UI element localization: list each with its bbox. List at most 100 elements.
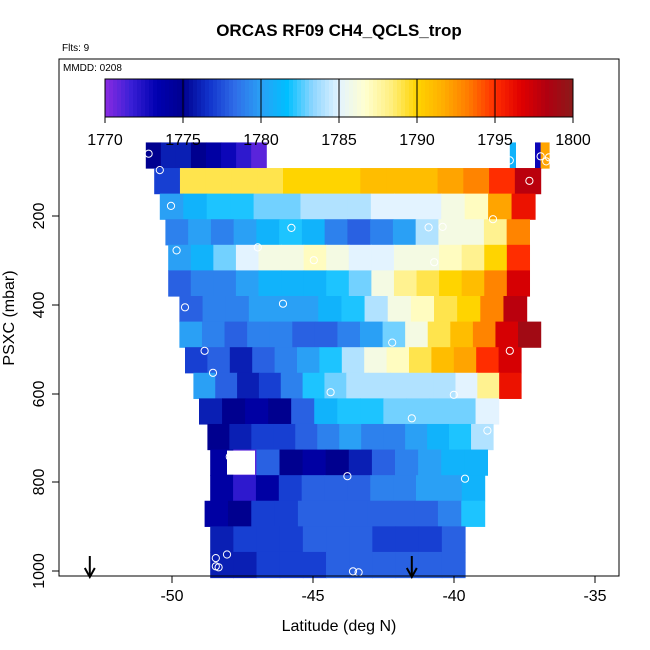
heatmap-cell (503, 296, 528, 323)
heatmap (145, 142, 550, 579)
colorbar-strip (553, 79, 558, 117)
colorbar-strip (521, 79, 526, 117)
heatmap-cell (256, 551, 281, 579)
colorbar-strip (561, 79, 566, 117)
data-point (208, 368, 218, 377)
heatmap-cell (506, 219, 530, 246)
data-point (287, 223, 296, 232)
heatmap-cell (368, 372, 391, 399)
heatmap-cell (461, 244, 485, 271)
colorbar-strip (305, 79, 310, 117)
colorbar-strip (245, 79, 250, 117)
data-point (211, 554, 220, 563)
colorbar-strip (165, 79, 170, 117)
heatmap-cell (258, 372, 282, 399)
colorbar-strip (441, 79, 446, 117)
colorbar-strip (517, 79, 522, 117)
heatmap-cell (165, 219, 189, 246)
heatmap-cell (495, 321, 519, 348)
heatmap-cell (416, 475, 440, 502)
heatmap-cell (437, 500, 462, 527)
heatmap-cell (258, 244, 282, 271)
heatmap-cell (269, 321, 293, 348)
colorbar-strip (529, 79, 534, 117)
heatmap-cell (410, 296, 435, 323)
colorbar-strip (173, 79, 178, 117)
heatmap-cell (273, 423, 296, 451)
heatmap-cell (314, 321, 339, 348)
heatmap-cell (347, 219, 371, 246)
heatmap-cell (360, 398, 384, 425)
colorbar-tick-label: 1770 (87, 132, 123, 149)
data-point (542, 157, 551, 166)
colorbar-strip (349, 79, 354, 117)
heatmap-cell (233, 526, 258, 553)
heatmap-cell (441, 551, 466, 579)
heatmap-cell (348, 270, 372, 297)
x-tick-label: -50 (160, 588, 183, 605)
y-axis-label: PSXC (mbar) (1, 270, 18, 365)
colorbar-strip (193, 79, 198, 117)
heatmap-cell (349, 551, 373, 579)
y-tick-label: 200 (31, 203, 48, 230)
heatmap-cell (364, 347, 388, 374)
colorbar-strip (397, 79, 402, 117)
heatmap-cell (418, 551, 443, 579)
colorbar-strip (265, 79, 270, 117)
heatmap-cell (360, 168, 387, 195)
heatmap-cell (339, 423, 362, 451)
colorbar-strip (469, 79, 474, 117)
colorbar-strip (465, 79, 470, 117)
colorbar-strip (301, 79, 306, 117)
heatmap-cell (185, 347, 208, 374)
data-point (155, 166, 164, 175)
heatmap-cell (279, 219, 303, 246)
colorbar-strip (333, 79, 338, 117)
heatmap-cell (202, 296, 227, 323)
heatmap-cell (179, 168, 207, 195)
heatmap-cell (477, 372, 500, 399)
y-tick-label: 600 (31, 381, 48, 408)
heatmap-cell (314, 398, 338, 425)
heatmap-cell (190, 142, 207, 169)
heatmap-cell (434, 296, 458, 323)
heatmap-cell (475, 398, 500, 425)
colorbar-strip (133, 79, 138, 117)
heatmap-cell (321, 500, 346, 527)
heatmap-cell (308, 168, 336, 195)
colorbar-strip (137, 79, 142, 117)
data-point (200, 346, 209, 355)
colorbar-strip (565, 79, 570, 117)
data-point (144, 149, 153, 158)
arrow-marker (83, 556, 96, 580)
heatmap-cell (476, 347, 500, 374)
heatmap-cell (383, 423, 406, 451)
colorbar-tick-label: 1790 (399, 132, 435, 149)
colorbar-strip (217, 79, 222, 117)
heatmap-cell (427, 321, 451, 348)
colorbar-strip (541, 79, 546, 117)
heatmap-cell (145, 142, 162, 169)
heatmap-cell (257, 168, 284, 195)
data-point (536, 152, 545, 161)
colorbar-strip (125, 79, 130, 117)
colorbar-tick-label: 1795 (477, 132, 513, 149)
colorbar-strip (113, 79, 118, 117)
colorbar-strip (297, 79, 302, 117)
heatmap-cell (347, 475, 371, 502)
heatmap-cell (303, 270, 327, 297)
colorbar-strip (177, 79, 182, 117)
heatmap-cell (251, 423, 274, 451)
heatmap-cell (302, 449, 327, 476)
heatmap-cell (159, 193, 184, 220)
colorbar-strip (549, 79, 554, 117)
heatmap-cell (317, 423, 340, 451)
heatmap-cell (498, 347, 522, 374)
colorbar-strip (209, 79, 214, 117)
arrow-marker (405, 556, 418, 580)
heatmap-cell (395, 551, 420, 579)
data-point (483, 426, 492, 435)
heatmap-cell (168, 244, 192, 271)
colorbar-strip (473, 79, 478, 117)
colorbar-strip (525, 79, 530, 117)
